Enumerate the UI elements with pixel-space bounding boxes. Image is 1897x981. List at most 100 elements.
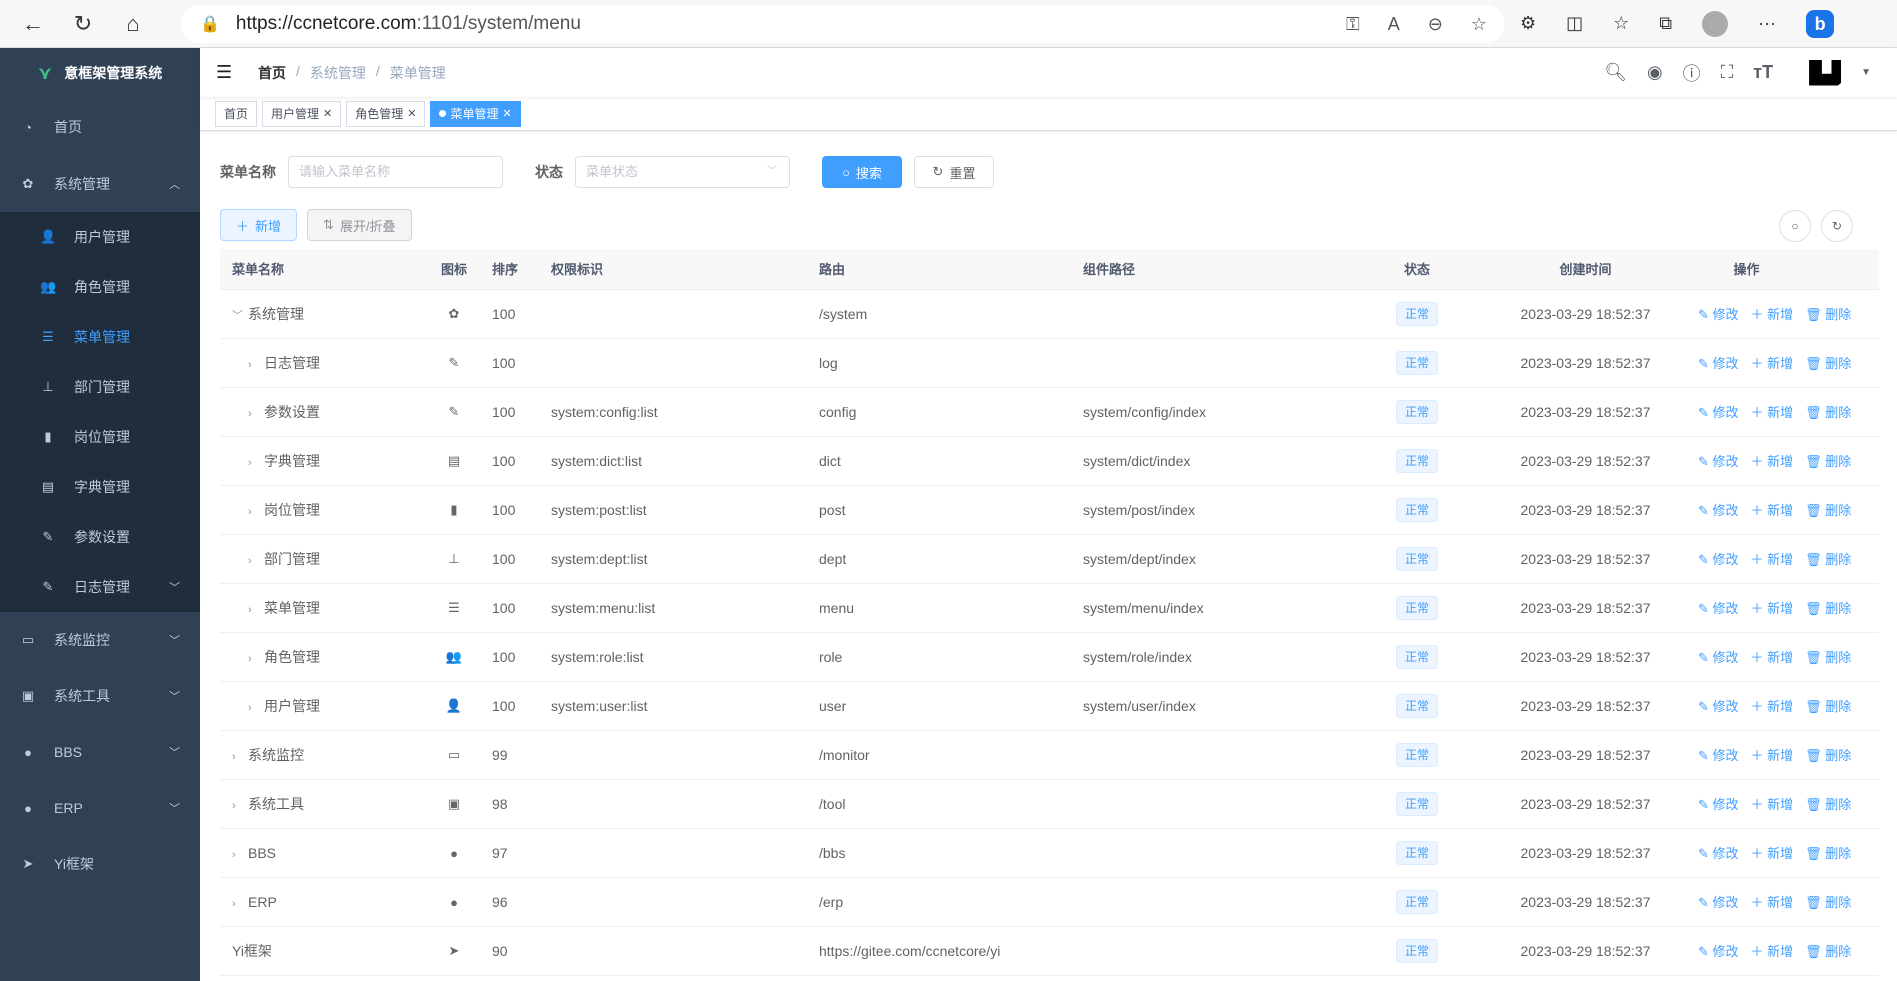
delete-button[interactable]: 🗑 删除 [1805,307,1851,322]
expand-chevron-icon[interactable]: › [248,358,252,371]
add-button[interactable]: ＋ 新增 [1751,405,1794,420]
expand-chevron-icon[interactable]: › [248,603,252,616]
add-button[interactable]: ＋ 新增 [1751,748,1794,763]
edit-button[interactable]: ✎ 修改 [1698,405,1739,420]
split-screen-icon[interactable]: ◫ [1566,13,1584,33]
expand-chevron-icon[interactable]: › [248,652,252,665]
sidebar-item-5[interactable]: ● ERP ﹀ [0,780,200,836]
add-button[interactable]: ＋ 新增 [1751,454,1794,469]
collapse-chevron-icon[interactable]: ﹀ [232,309,243,322]
sidebar-item-3[interactable]: ▣ 系统工具 ﹀ [0,668,200,724]
expand-chevron-icon[interactable]: › [232,750,236,763]
sidebar-item-sub-0[interactable]: 👤 用户管理 [0,212,200,262]
sidebar-item-6[interactable]: ➤ Yi框架 [0,836,200,892]
delete-button[interactable]: 🗑 删除 [1805,454,1851,469]
delete-button[interactable]: 🗑 删除 [1805,699,1851,714]
tag-0[interactable]: 首页 [215,100,258,127]
expand-chevron-icon[interactable]: › [248,505,252,518]
key-icon[interactable]: ⚿ [1346,13,1360,34]
refresh-button[interactable]: ↻ [1821,210,1853,242]
edit-button[interactable]: ✎ 修改 [1698,699,1739,714]
expand-chevron-icon[interactable]: › [248,407,252,420]
delete-button[interactable]: 🗑 删除 [1805,503,1851,518]
expand-chevron-icon[interactable]: › [248,554,252,567]
add-button[interactable]: ＋ 新增 [1751,699,1794,714]
sidebar-item-sub-1[interactable]: 👥 角色管理 [0,262,200,312]
toggle-search-button[interactable]: ○ [1779,210,1811,242]
edit-button[interactable]: ✎ 修改 [1698,356,1739,371]
sidebar-item-2[interactable]: ▭ 系统监控 ﹀ [0,612,200,668]
sidebar-item-sub-7[interactable]: ✎ 日志管理 ﹀ [0,562,200,612]
expand-collapse-button[interactable]: ⇅ 展开/折叠 [307,209,412,241]
edit-button[interactable]: ✎ 修改 [1698,944,1739,959]
sidebar-item-0[interactable]: ◔ 首页 [0,98,200,156]
expand-chevron-icon[interactable]: › [248,456,252,469]
sidebar-item-1[interactable]: ✿ 系统管理 ︿ [0,156,200,212]
edit-button[interactable]: ✎ 修改 [1698,650,1739,665]
delete-button[interactable]: 🗑 删除 [1805,895,1851,910]
hamburger-icon[interactable]: ☰ [216,62,233,82]
sidebar-item-sub-5[interactable]: ▤ 字典管理 [0,462,200,512]
sidebar-item-sub-6[interactable]: ✎ 参数设置 [0,512,200,562]
add-button[interactable]: ＋ 新增 [1751,846,1794,861]
favorite-add-icon[interactable]: ☆ [1470,13,1487,34]
edit-button[interactable]: ✎ 修改 [1698,748,1739,763]
add-button[interactable]: ＋ 新增 [1751,797,1794,812]
delete-button[interactable]: 🗑 删除 [1805,797,1851,812]
edit-button[interactable]: ✎ 修改 [1698,895,1739,910]
back-icon[interactable]: ← [22,10,44,36]
close-icon[interactable]: ✕ [407,107,417,120]
collections-icon[interactable]: ⧉ [1659,13,1673,33]
add-button[interactable]: ＋ 新增 [1751,601,1794,616]
caret-down-icon[interactable]: ▼ [1861,67,1871,78]
expand-chevron-icon[interactable]: › [232,848,236,861]
more-icon[interactable]: ··· [1758,13,1777,33]
delete-button[interactable]: 🗑 删除 [1805,748,1851,763]
add-button[interactable]: ＋ 新增 [1751,895,1794,910]
edit-button[interactable]: ✎ 修改 [1698,503,1739,518]
edit-button[interactable]: ✎ 修改 [1698,601,1739,616]
extensions-icon[interactable]: ⚙ [1520,13,1537,33]
edit-button[interactable]: ✎ 修改 [1698,846,1739,861]
favorites-icon[interactable]: ☆ [1613,13,1630,33]
add-button[interactable]: ＋ 新增 [1751,356,1794,371]
status-select[interactable]: 菜单状态 ﹀ [575,156,790,188]
sidebar-item-sub-3[interactable]: ⊥ 部门管理 [0,362,200,412]
help-icon[interactable]: ⓘ [1682,63,1701,84]
search-button[interactable]: ○ 搜索 [822,156,902,188]
tag-2[interactable]: 角色管理 ✕ [346,100,426,127]
sidebar-logo[interactable]: ⋎ 意框架管理系统 [0,48,200,98]
edit-button[interactable]: ✎ 修改 [1698,552,1739,567]
close-icon[interactable]: ✕ [502,107,512,120]
expand-chevron-icon[interactable]: › [248,701,252,714]
close-icon[interactable]: ✕ [323,107,333,120]
fullscreen-icon[interactable]: ⛶ [1720,62,1734,82]
home-icon[interactable]: ⌂ [126,10,140,36]
expand-chevron-icon[interactable]: › [232,799,236,812]
sidebar-item-sub-2[interactable]: ☰ 菜单管理 [0,312,200,362]
search-icon[interactable]: 🔍︎ [1604,62,1627,82]
delete-button[interactable]: 🗑 删除 [1805,944,1851,959]
breadcrumb-home[interactable]: 首页 [258,64,286,81]
delete-button[interactable]: 🗑 删除 [1805,552,1851,567]
edit-button[interactable]: ✎ 修改 [1698,307,1739,322]
font-size-icon[interactable]: тT [1753,62,1774,82]
reset-button[interactable]: ↻ 重置 [914,156,994,188]
add-button[interactable]: ＋ 新增 [220,209,298,241]
bing-icon[interactable]: b [1806,9,1835,38]
edit-button[interactable]: ✎ 修改 [1698,797,1739,812]
add-button[interactable]: ＋ 新增 [1751,650,1794,665]
profile-avatar[interactable] [1702,10,1729,37]
sidebar-item-4[interactable]: ● BBS ﹀ [0,724,200,780]
user-avatar[interactable] [1809,59,1842,86]
add-button[interactable]: ＋ 新增 [1751,552,1794,567]
edit-button[interactable]: ✎ 修改 [1698,454,1739,469]
delete-button[interactable]: 🗑 删除 [1805,846,1851,861]
add-button[interactable]: ＋ 新增 [1751,307,1794,322]
add-button[interactable]: ＋ 新增 [1751,944,1794,959]
reload-icon[interactable]: ↻ [73,10,93,36]
delete-button[interactable]: 🗑 删除 [1805,356,1851,371]
read-aloud-icon[interactable]: A [1387,13,1400,34]
sidebar-item-sub-4[interactable]: ▮ 岗位管理 [0,412,200,462]
expand-chevron-icon[interactable]: › [232,897,236,910]
